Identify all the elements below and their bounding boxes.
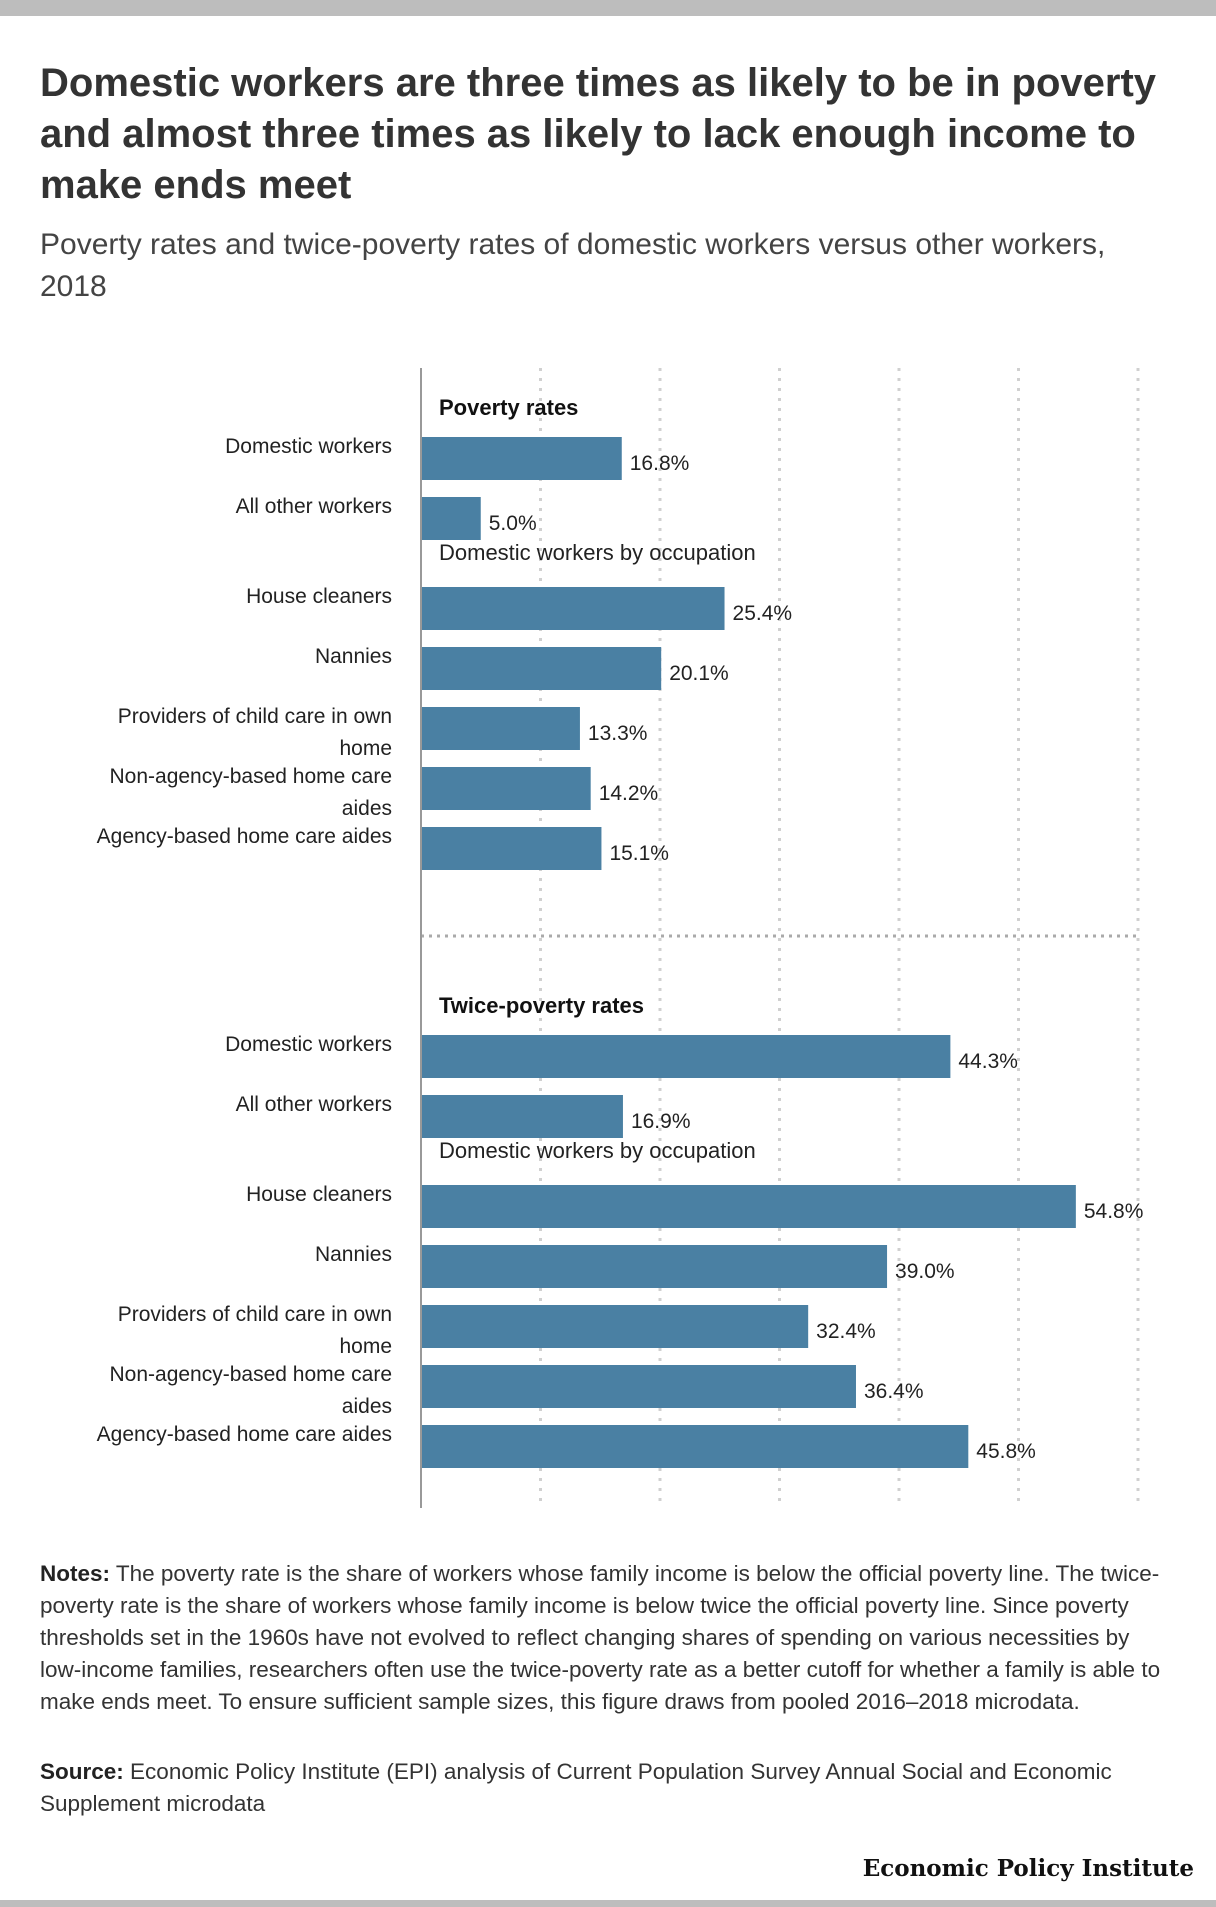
category-label: Agency-based home care aides <box>97 1423 392 1446</box>
subgroup-heading: Domestic workers by occupation <box>439 540 756 565</box>
bar <box>421 767 591 810</box>
category-label: House cleaners <box>246 585 392 608</box>
category-label: House cleaners <box>246 1183 392 1206</box>
value-label: 20.1% <box>669 662 729 685</box>
category-label: Non-agency-based home care aides <box>110 1363 393 1418</box>
source-text: Economic Policy Institute (EPI) analysis… <box>40 1759 1112 1816</box>
subgroup-heading: Domestic workers by occupation <box>439 1138 756 1163</box>
category-label: Domestic workers <box>225 1033 392 1056</box>
bar <box>421 827 602 870</box>
value-label: 16.9% <box>631 1110 691 1133</box>
value-label: 45.8% <box>976 1440 1036 1463</box>
category-label: Nannies <box>315 1243 392 1266</box>
bar-chart: Poverty rates Domestic workers 16.8% All ot… <box>97 368 1144 1508</box>
value-label: 44.3% <box>958 1050 1018 1073</box>
category-label: All other workers <box>236 495 392 518</box>
value-label: 15.1% <box>609 842 669 865</box>
bar <box>421 437 622 480</box>
bar <box>421 1245 888 1288</box>
chart-subtitle: Poverty rates and twice-poverty rates of… <box>40 228 1106 303</box>
value-label: 25.4% <box>733 602 793 625</box>
bar <box>421 587 725 630</box>
notes-label: Notes: <box>40 1561 111 1586</box>
category-label: Nannies <box>315 645 392 668</box>
source: Source: Economic Policy Institute (EPI) … <box>40 1756 1170 1820</box>
bottom-border <box>0 1900 1216 1907</box>
notes: Notes: The poverty rate is the share of … <box>40 1558 1170 1718</box>
value-label: 16.8% <box>630 452 690 475</box>
source-label: Source: <box>40 1759 124 1784</box>
value-label: 14.2% <box>599 782 659 805</box>
value-label: 39.0% <box>895 1260 955 1283</box>
bar <box>421 1425 969 1468</box>
value-label: 32.4% <box>816 1320 876 1343</box>
category-label: Providers of child care in own home <box>118 1303 392 1358</box>
category-label: Domestic workers <box>225 435 392 458</box>
bar <box>421 707 580 750</box>
category-label: Providers of child care in own home <box>118 705 392 760</box>
bar <box>421 1035 951 1078</box>
bar <box>421 1185 1076 1228</box>
epi-logo: Economic Policy Institute <box>862 1855 1194 1882</box>
section-heading: Twice-poverty rates <box>439 993 644 1018</box>
category-label: Agency-based home care aides <box>97 825 392 848</box>
value-label: 5.0% <box>489 512 537 535</box>
category-label: Non-agency-based home care aides <box>110 765 393 820</box>
top-border <box>0 0 1216 16</box>
section-heading: Poverty rates <box>439 395 578 420</box>
bar <box>421 1365 856 1408</box>
bar <box>421 647 662 690</box>
bar <box>421 1095 623 1138</box>
value-label: 13.3% <box>588 722 648 745</box>
bar <box>421 497 481 540</box>
chart-title: Domestic workers are three times as like… <box>40 61 1157 207</box>
value-label: 36.4% <box>864 1380 924 1403</box>
bar <box>421 1305 809 1348</box>
category-label: All other workers <box>236 1093 392 1116</box>
notes-text: The poverty rate is the share of workers… <box>40 1561 1161 1714</box>
value-label: 54.8% <box>1084 1200 1144 1223</box>
